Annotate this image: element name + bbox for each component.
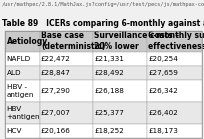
Bar — [5, 31, 40, 52]
Bar — [147, 124, 202, 138]
Bar — [5, 31, 202, 138]
Text: £26,188: £26,188 — [94, 88, 124, 94]
Text: Aetiology: Aetiology — [7, 37, 48, 46]
Text: HBV -
antigen: HBV - antigen — [7, 84, 34, 98]
Text: /usr/mathpec/2.8.1/MathJax.js?config=/usr/test/pecs/js/mathpax-config-classic.3.: /usr/mathpec/2.8.1/MathJax.js?config=/us… — [2, 2, 204, 7]
Text: £20,166: £20,166 — [41, 128, 71, 134]
Text: 6-monthly survi
effectiveness – 2: 6-monthly survi effectiveness – 2 — [148, 31, 204, 51]
Bar — [40, 80, 93, 102]
Bar — [40, 66, 93, 80]
Text: Surveillance costs –
20% lower: Surveillance costs – 20% lower — [94, 31, 179, 51]
Bar — [40, 124, 93, 138]
Bar — [93, 52, 147, 66]
Bar — [147, 80, 202, 102]
Text: £27,659: £27,659 — [148, 70, 178, 76]
Bar — [147, 66, 202, 80]
Text: HBV
+antigen: HBV +antigen — [7, 106, 40, 120]
Bar — [40, 102, 93, 124]
Bar — [93, 80, 147, 102]
Text: £18,252: £18,252 — [94, 128, 124, 134]
Bar — [5, 52, 40, 66]
Bar — [93, 124, 147, 138]
Text: NAFLD: NAFLD — [7, 56, 31, 62]
Bar — [40, 31, 93, 52]
Text: £21,331: £21,331 — [94, 56, 124, 62]
Text: £27,007: £27,007 — [41, 110, 71, 116]
Bar — [93, 66, 147, 80]
Text: £26,342: £26,342 — [148, 88, 178, 94]
Bar — [93, 31, 147, 52]
Bar — [5, 66, 40, 80]
Bar — [147, 102, 202, 124]
Text: Base case
(deterministic): Base case (deterministic) — [41, 31, 105, 51]
Text: ALD: ALD — [7, 70, 21, 76]
Text: £28,492: £28,492 — [94, 70, 124, 76]
Text: £28,847: £28,847 — [41, 70, 71, 76]
Text: HCV: HCV — [7, 128, 22, 134]
Text: £18,173: £18,173 — [148, 128, 178, 134]
Text: £27,290: £27,290 — [41, 88, 71, 94]
Bar — [5, 102, 40, 124]
Bar — [40, 52, 93, 66]
Text: £22,472: £22,472 — [41, 56, 71, 62]
Text: £26,402: £26,402 — [148, 110, 178, 116]
Text: £25,377: £25,377 — [94, 110, 124, 116]
Text: Table 89   ICERs comparing 6-monthly against annual surve: Table 89 ICERs comparing 6-monthly again… — [2, 19, 204, 28]
Bar — [147, 52, 202, 66]
Bar — [5, 80, 40, 102]
Text: £20,254: £20,254 — [148, 56, 178, 62]
Bar — [93, 102, 147, 124]
Bar — [147, 31, 202, 52]
Bar — [5, 124, 40, 138]
